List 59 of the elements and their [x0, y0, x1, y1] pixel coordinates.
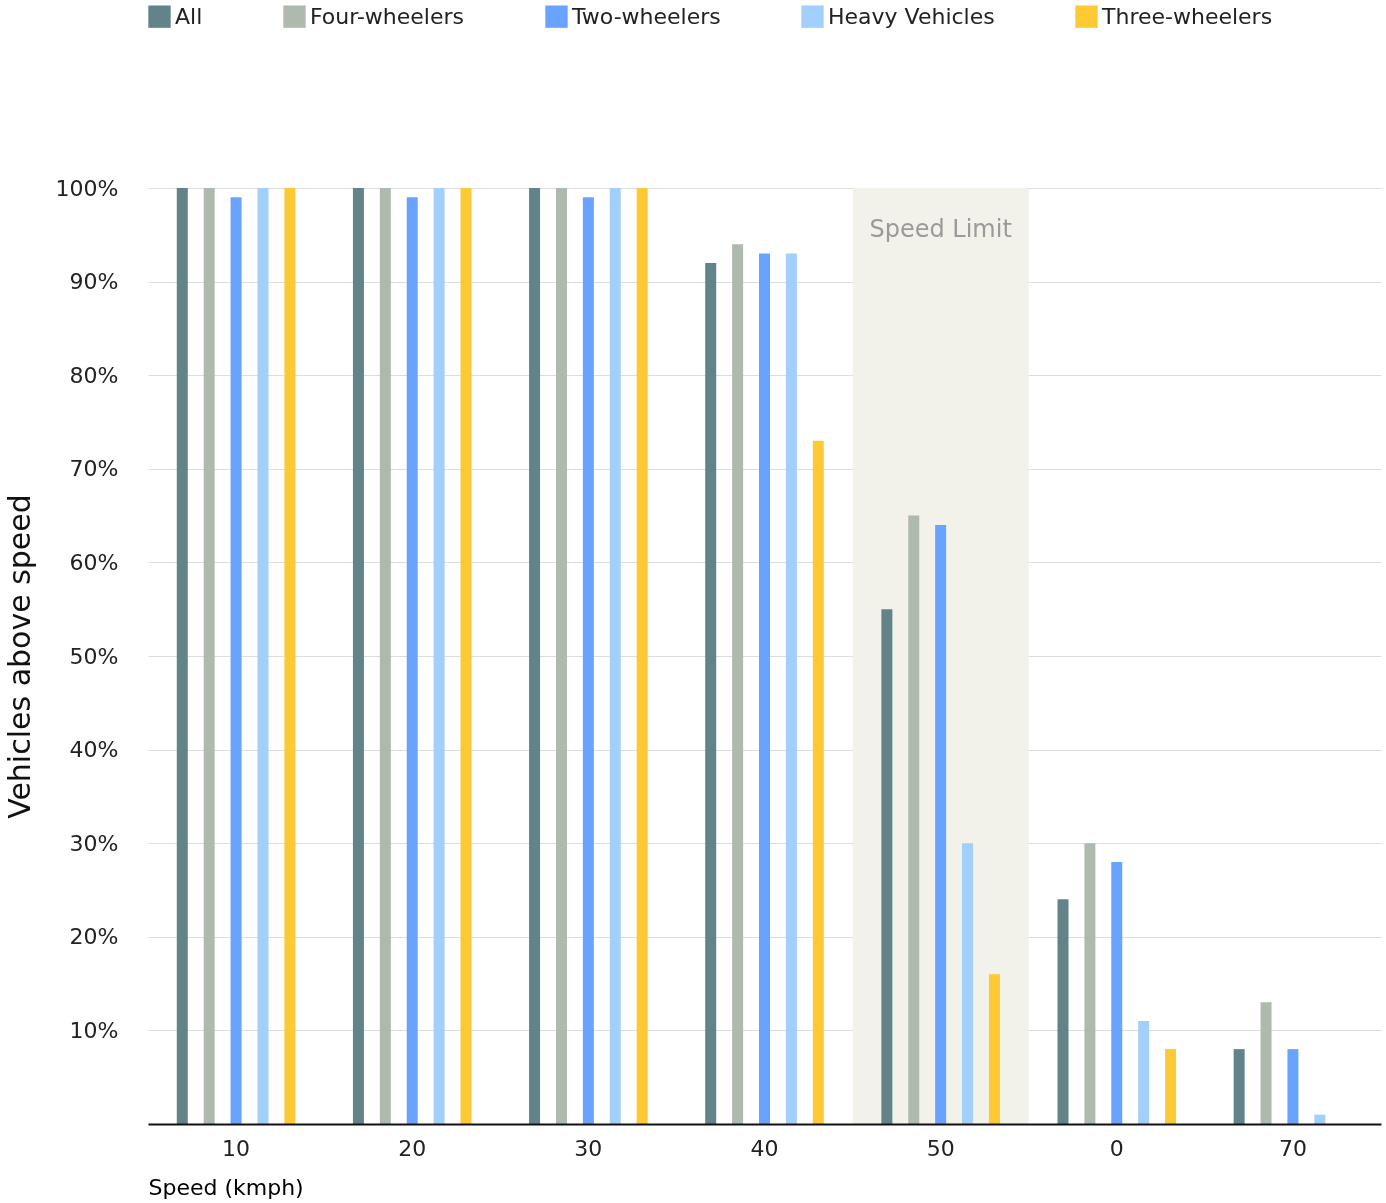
- bar: [935, 524, 947, 1124]
- legend-label: Heavy Vehicles: [828, 3, 995, 29]
- bar: [1260, 1002, 1272, 1124]
- bar: [460, 188, 472, 1124]
- bar: [881, 609, 893, 1124]
- bar: [352, 188, 364, 1124]
- bar: [1233, 1049, 1245, 1124]
- bar: [1287, 1049, 1299, 1124]
- y-tick-label: 20%: [69, 924, 119, 950]
- legend-label: Three-wheelers: [1101, 3, 1273, 29]
- x-tick-label: 40: [750, 1135, 779, 1161]
- bar: [1111, 861, 1123, 1124]
- bar: [257, 188, 269, 1124]
- bar: [785, 253, 797, 1124]
- x-axis-title: Speed (kmph): [148, 1174, 304, 1200]
- legend-label: All: [175, 3, 203, 29]
- y-tick-label: 100%: [55, 175, 119, 201]
- bar: [962, 843, 974, 1124]
- x-tick-label: 20: [398, 1135, 427, 1161]
- x-tick-label: 30: [574, 1135, 603, 1161]
- y-tick-label: 60%: [69, 549, 119, 575]
- y-tick-label: 40%: [69, 737, 119, 763]
- y-tick-label: 10%: [69, 1017, 119, 1043]
- bar: [705, 262, 717, 1124]
- bar: [732, 244, 744, 1124]
- x-tick-label: 0: [1109, 1135, 1124, 1161]
- y-axis-title: Vehicles above speed: [1, 494, 37, 819]
- bar: [1165, 1049, 1177, 1124]
- x-tick-label: 10: [222, 1135, 251, 1161]
- bar: [529, 188, 541, 1124]
- bar: [812, 440, 824, 1124]
- bar: [406, 197, 418, 1124]
- band-label: Speed Limit: [869, 215, 1012, 243]
- bar: [555, 188, 567, 1124]
- legend-label: Four-wheelers: [310, 3, 465, 29]
- bar: [636, 188, 648, 1124]
- bar: [284, 188, 296, 1124]
- bar: [1084, 843, 1096, 1124]
- y-tick-label: 30%: [69, 830, 119, 856]
- y-tick-label: 70%: [69, 456, 119, 482]
- y-tick-label: 90%: [69, 269, 119, 295]
- bar: [1138, 1021, 1150, 1124]
- bar: [908, 515, 920, 1124]
- bar: [230, 197, 242, 1124]
- bar: [433, 188, 445, 1124]
- bar: [176, 188, 188, 1124]
- bar: [1314, 1114, 1326, 1124]
- bar: [609, 188, 621, 1124]
- bar: [379, 188, 391, 1124]
- bar: [203, 188, 215, 1124]
- bar: [759, 253, 770, 1124]
- bar: [582, 197, 594, 1124]
- x-tick-label: 50: [926, 1135, 955, 1161]
- x-tick-label: 70: [1278, 1135, 1307, 1161]
- bar: [1057, 899, 1069, 1124]
- y-tick-label: 50%: [69, 643, 119, 669]
- y-tick-label: 80%: [69, 362, 119, 388]
- legend-label: Two-wheelers: [571, 3, 721, 29]
- bar: [988, 974, 1000, 1124]
